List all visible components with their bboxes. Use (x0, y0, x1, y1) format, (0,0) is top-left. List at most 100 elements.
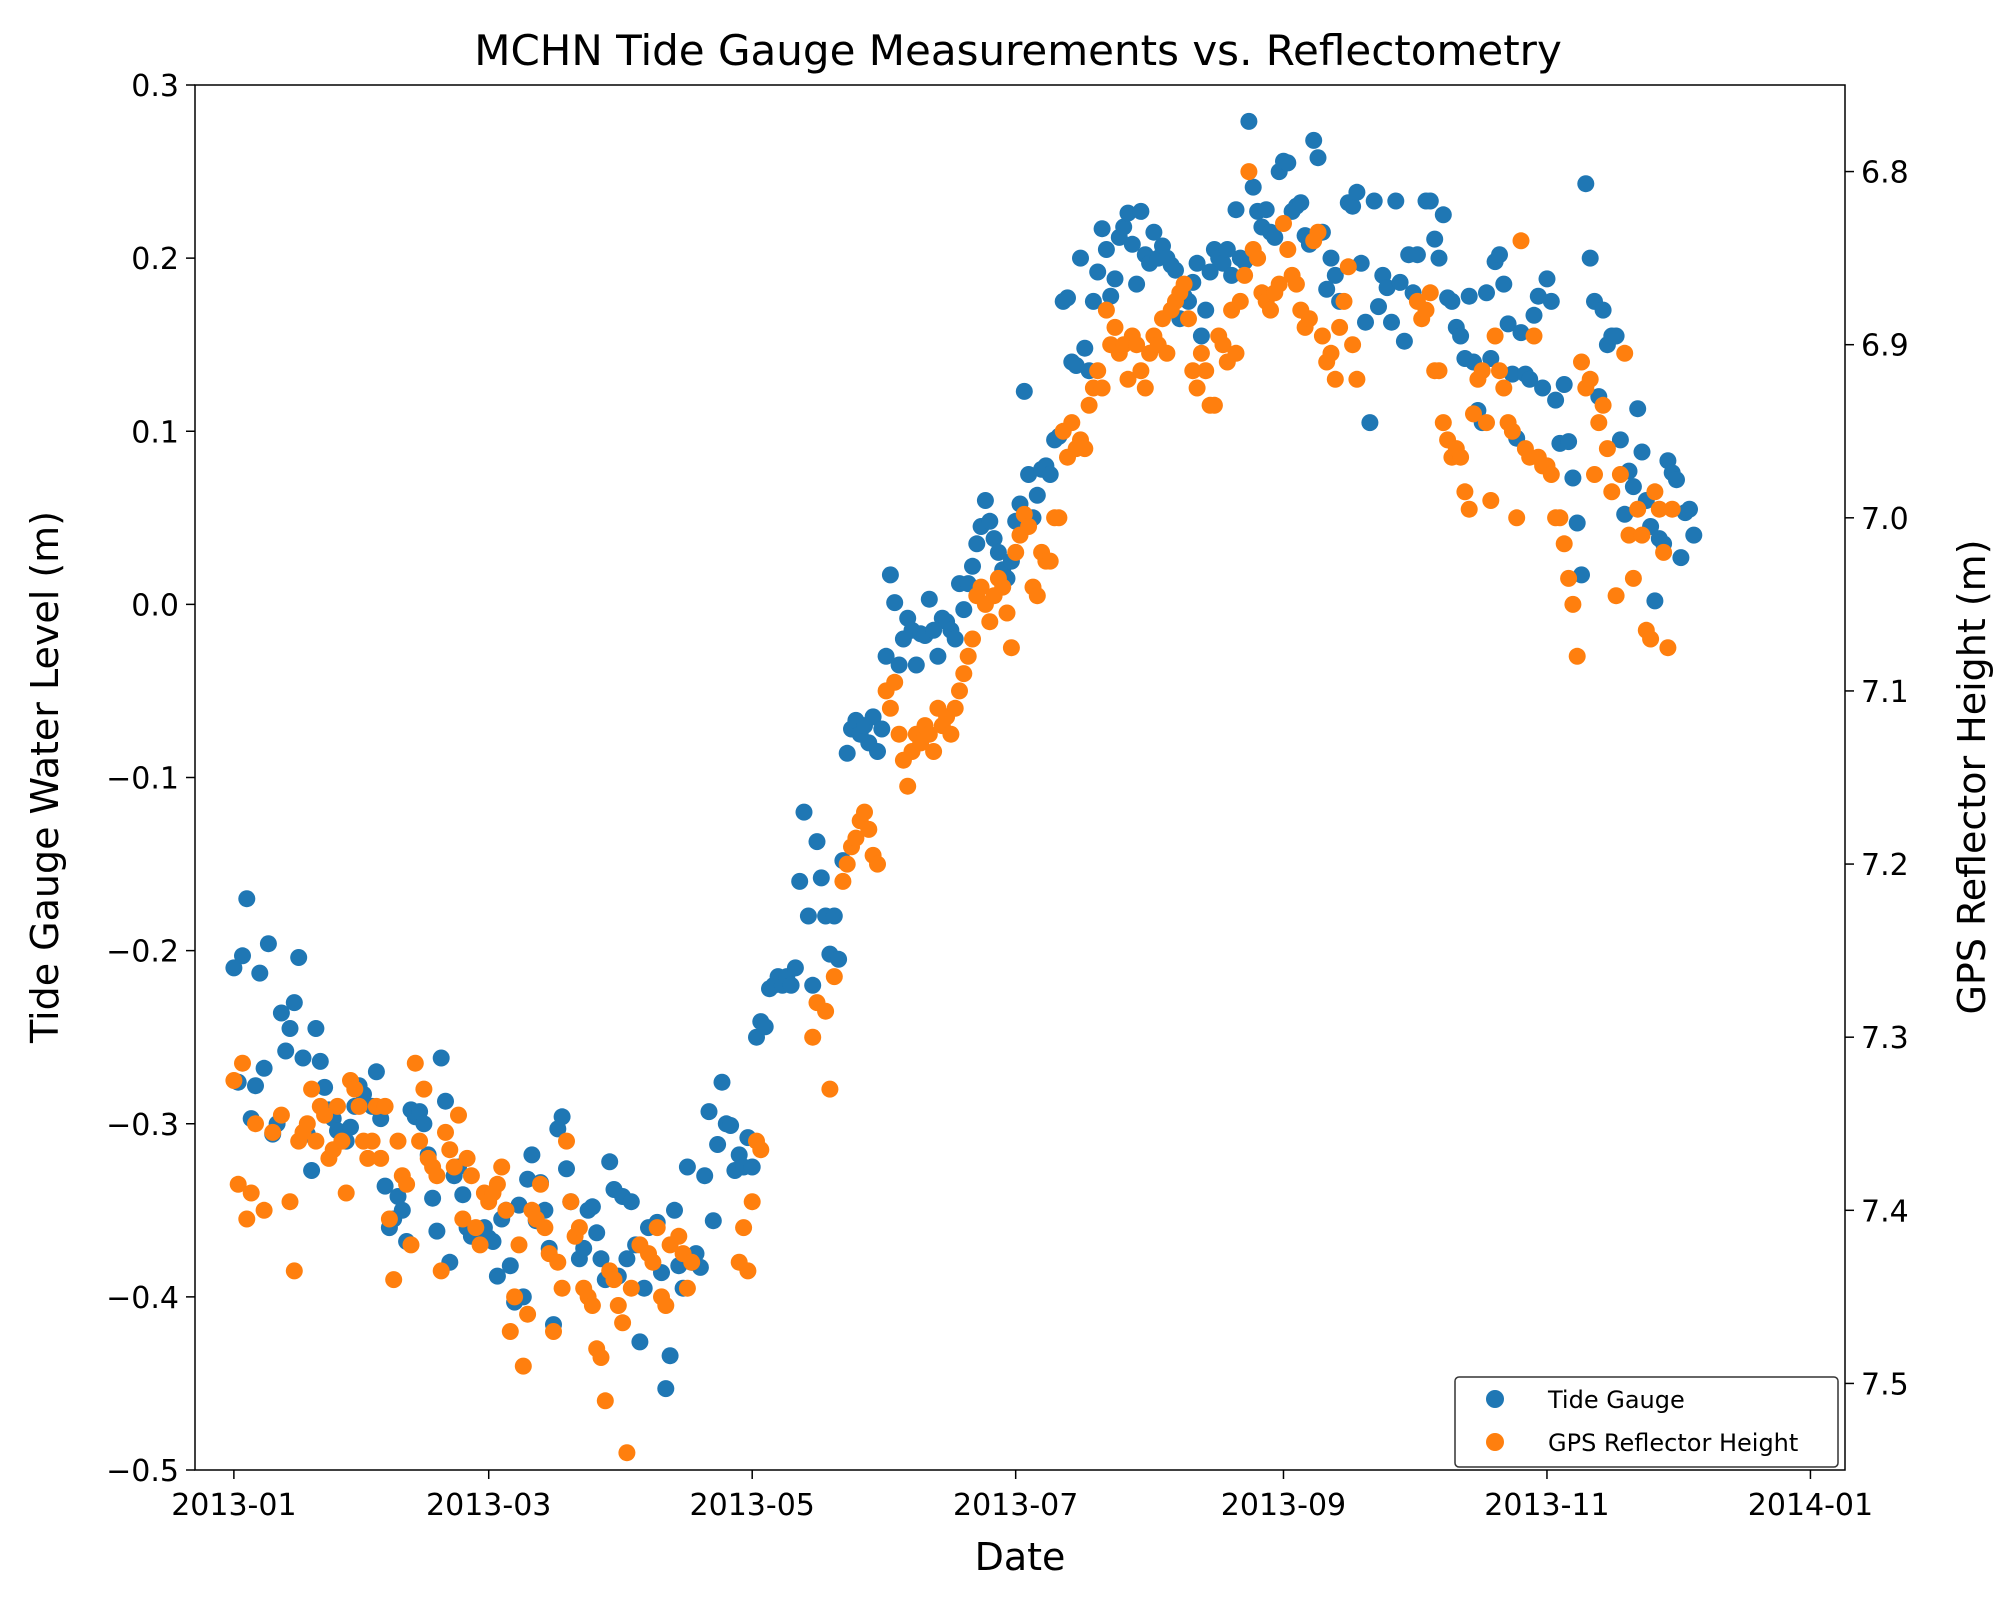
data-point (1192, 344, 1210, 362)
data-point (329, 1097, 346, 1115)
data-point (1478, 284, 1495, 302)
data-point (925, 743, 943, 760)
data-point (1633, 443, 1651, 461)
data-point (450, 1106, 467, 1124)
data-point (272, 1004, 290, 1022)
data-point (1339, 258, 1357, 276)
data-point (583, 1198, 601, 1216)
data-point (1452, 448, 1470, 466)
data-point (272, 1106, 290, 1124)
data-point (1672, 549, 1690, 567)
data-point (1434, 414, 1452, 432)
data-point (346, 1080, 364, 1098)
data-point (1214, 336, 1232, 354)
data-point (1460, 287, 1478, 305)
data-point (367, 1063, 385, 1081)
y2-tick-label: 7.0 (1861, 502, 1909, 537)
chart-title: MCHN Tide Gauge Measurements vs. Reflect… (474, 26, 1562, 75)
data-point (1529, 287, 1547, 305)
data-point (1197, 362, 1215, 380)
data-point (1266, 228, 1284, 246)
data-point (1521, 370, 1539, 388)
data-point (437, 1123, 454, 1141)
data-point (234, 1054, 251, 1072)
data-point (1167, 261, 1184, 279)
data-point (1378, 279, 1396, 297)
data-point (799, 907, 817, 925)
data-point (791, 872, 809, 890)
data-point (881, 699, 899, 717)
data-point (510, 1196, 528, 1214)
x-tick-label: 2014-01 (1748, 1488, 1873, 1523)
data-point (428, 1167, 446, 1185)
data-point (946, 630, 964, 648)
data-point (285, 994, 303, 1012)
data-point (605, 1271, 623, 1289)
data-point (1685, 526, 1703, 544)
y2-tick-label: 6.8 (1861, 156, 1909, 191)
data-point (873, 720, 891, 738)
data-point (1568, 514, 1586, 532)
data-point (437, 1092, 454, 1110)
data-point (1555, 376, 1573, 393)
data-point (553, 1108, 571, 1126)
y2-tick-label: 7.4 (1861, 1194, 1909, 1229)
data-point (1262, 301, 1279, 319)
x-tick-label: 2013-03 (426, 1488, 551, 1523)
data-point (1063, 414, 1081, 432)
data-point (1106, 318, 1124, 336)
data-point (259, 935, 277, 953)
data-point (1365, 192, 1383, 210)
data-point (415, 1080, 433, 1098)
data-point (972, 578, 990, 596)
data-point (294, 1049, 312, 1067)
data-point (782, 976, 800, 994)
data-point (1292, 194, 1310, 212)
data-point (1257, 201, 1275, 219)
data-point (1240, 163, 1258, 181)
data-point (229, 1175, 247, 1193)
data-point (1231, 292, 1249, 310)
data-point (678, 1279, 696, 1297)
data-point (1123, 235, 1141, 253)
data-point (618, 1250, 636, 1268)
data-point (1408, 246, 1426, 264)
data-point (454, 1210, 472, 1228)
data-point (1015, 382, 1033, 400)
data-point (1443, 292, 1461, 310)
data-point (247, 1077, 264, 1095)
data-point (1344, 336, 1362, 354)
data-point (1421, 284, 1439, 302)
data-point (376, 1097, 394, 1115)
data-point (583, 1297, 601, 1314)
data-point (1495, 275, 1513, 293)
x-tick-label: 2013-11 (1484, 1488, 1609, 1523)
data-point (1434, 206, 1452, 224)
y-tick-label: 0.2 (131, 242, 179, 277)
data-point (795, 803, 813, 821)
data-point (1370, 298, 1387, 316)
data-point (393, 1201, 411, 1219)
data-point (1180, 310, 1197, 328)
x-tick-label: 2013-07 (953, 1488, 1078, 1523)
data-point (834, 872, 852, 890)
data-point (994, 578, 1012, 596)
y-tick-label: 0.0 (131, 588, 179, 623)
data-point (1387, 192, 1405, 210)
data-point (1663, 500, 1681, 518)
data-point (1041, 466, 1059, 483)
data-point (1089, 362, 1107, 380)
data-point (622, 1193, 640, 1211)
data-point (277, 1042, 295, 1060)
data-point (1188, 254, 1206, 272)
data-point (877, 647, 895, 665)
data-point (1482, 350, 1500, 367)
data-point (523, 1146, 541, 1164)
data-point (372, 1149, 390, 1167)
data-point (1573, 353, 1590, 371)
data-point (311, 1052, 329, 1070)
data-point (458, 1149, 476, 1167)
data-point (488, 1267, 506, 1285)
data-point (700, 1103, 718, 1121)
